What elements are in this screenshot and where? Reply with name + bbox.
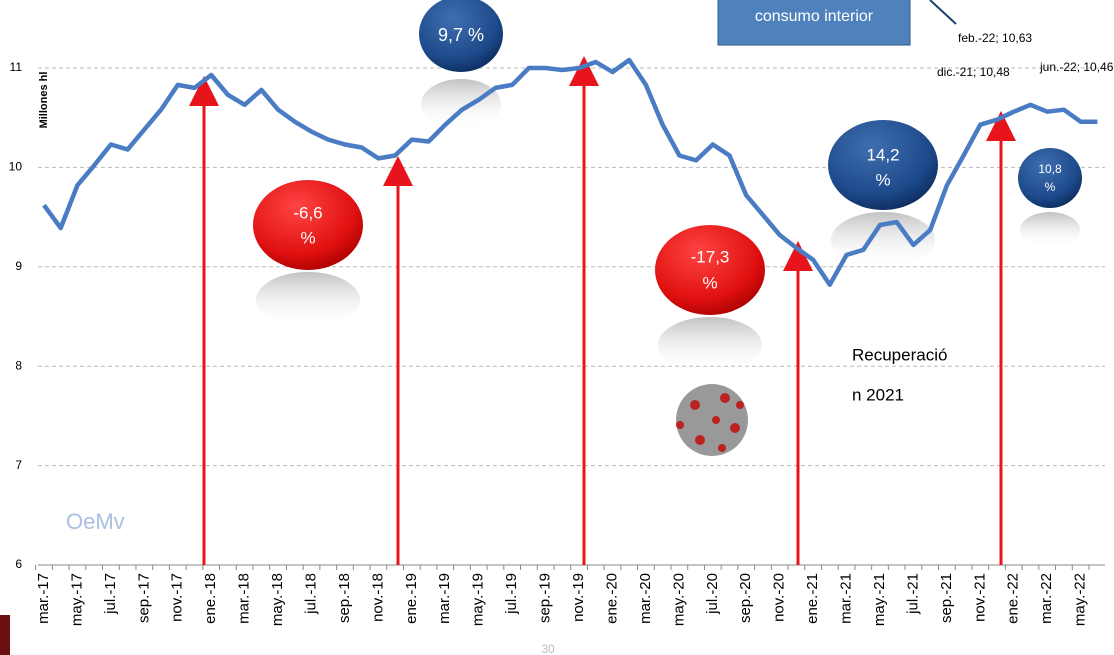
x-tick-label: mar.-22 xyxy=(1038,573,1055,624)
x-tick-label: ene.-19 xyxy=(403,573,420,624)
reflection xyxy=(658,317,762,373)
x-tick-label: may.-18 xyxy=(269,573,286,626)
y-tick-label: 6 xyxy=(15,557,22,571)
x-tick-label: mar.-20 xyxy=(637,573,654,624)
x-tick-label: nov.-17 xyxy=(169,573,186,622)
bubble-label: % xyxy=(1045,180,1056,194)
bubble xyxy=(1018,148,1082,208)
chart: 6 7 8 9 10 11 mar.-17 may.-17 jul.-17 sep.-17 nov.… xyxy=(0,0,1114,655)
x-tick-label: nov.-21 xyxy=(971,573,988,622)
legend-label: consumo interior xyxy=(755,8,874,25)
x-tick-label: nov.-18 xyxy=(369,573,386,622)
x-tick-label: sep.-20 xyxy=(737,573,754,623)
x-tick-label: ene.-22 xyxy=(1005,573,1022,624)
x-tick-label: may.-19 xyxy=(470,573,487,626)
y-tick-label: 7 xyxy=(15,458,22,472)
reflection xyxy=(1020,212,1080,248)
bubble-label: 9,7 % xyxy=(438,25,484,45)
x-tick-label: nov.-19 xyxy=(570,573,587,622)
x-tick-label: jul.-21 xyxy=(904,573,921,615)
x-tick-label: jul.-18 xyxy=(302,573,319,615)
data-label: jun.-22; 10,46 xyxy=(1039,60,1114,74)
bubble-label: 14,2 xyxy=(866,145,899,164)
x-tick-label: mar.-21 xyxy=(838,573,855,624)
y-tick-label: 10 xyxy=(9,160,23,174)
x-tick-label: jul.-17 xyxy=(102,573,119,615)
x-tick-label: mar.-19 xyxy=(436,573,453,624)
x-tick-label: sep.-19 xyxy=(537,573,554,623)
x-tick-label: ene.-18 xyxy=(202,573,219,624)
bubble-label: 10,8 xyxy=(1038,162,1062,176)
data-label: feb.-22; 10,63 xyxy=(958,31,1032,45)
y-tick-label: 9 xyxy=(15,259,22,273)
x-tick-label: nov.-20 xyxy=(771,573,788,622)
data-label: dic.-21; 10,48 xyxy=(937,65,1010,79)
x-tick-label: may.-22 xyxy=(1072,573,1089,626)
reflection xyxy=(256,272,360,328)
y-tick-label: 8 xyxy=(15,358,22,372)
note: n 2021 xyxy=(852,385,904,404)
bubble-label: % xyxy=(702,273,717,292)
note: Recuperació xyxy=(852,345,947,364)
bubble xyxy=(655,225,765,315)
x-tick-label: jul.-20 xyxy=(704,573,721,615)
bubble xyxy=(253,180,363,270)
bubble xyxy=(828,120,938,210)
x-tick-label: mar.-17 xyxy=(35,573,52,624)
logo: OeMv xyxy=(66,509,125,534)
bubble-label: -17,3 xyxy=(691,247,730,266)
virus-icon xyxy=(676,384,748,456)
corner-block xyxy=(0,615,10,655)
x-tick-label: ene.-21 xyxy=(804,573,821,624)
leader-line xyxy=(930,0,956,24)
page-number: 30 xyxy=(541,642,555,655)
x-tick-label: ene.-20 xyxy=(603,573,620,624)
x-tick-label: sep.-17 xyxy=(135,573,152,623)
x-tick-label: sep.-18 xyxy=(336,573,353,623)
x-tick-label: mar.-18 xyxy=(236,573,253,624)
bubble-label: % xyxy=(875,170,890,189)
reflection xyxy=(421,79,501,129)
x-tick-label: jul.-19 xyxy=(503,573,520,615)
line-series xyxy=(44,60,1097,285)
x-tick-label: may.-21 xyxy=(871,573,888,626)
x-tick-label: may.-20 xyxy=(670,573,687,626)
x-tick-label: sep.-21 xyxy=(938,573,955,623)
bubble-label: -6,6 xyxy=(293,203,322,222)
y-axis-label: Millones hl xyxy=(38,72,50,129)
bubble-label: % xyxy=(300,228,315,247)
y-tick-label: 11 xyxy=(10,60,23,74)
x-tick-label: may.-17 xyxy=(68,573,85,626)
